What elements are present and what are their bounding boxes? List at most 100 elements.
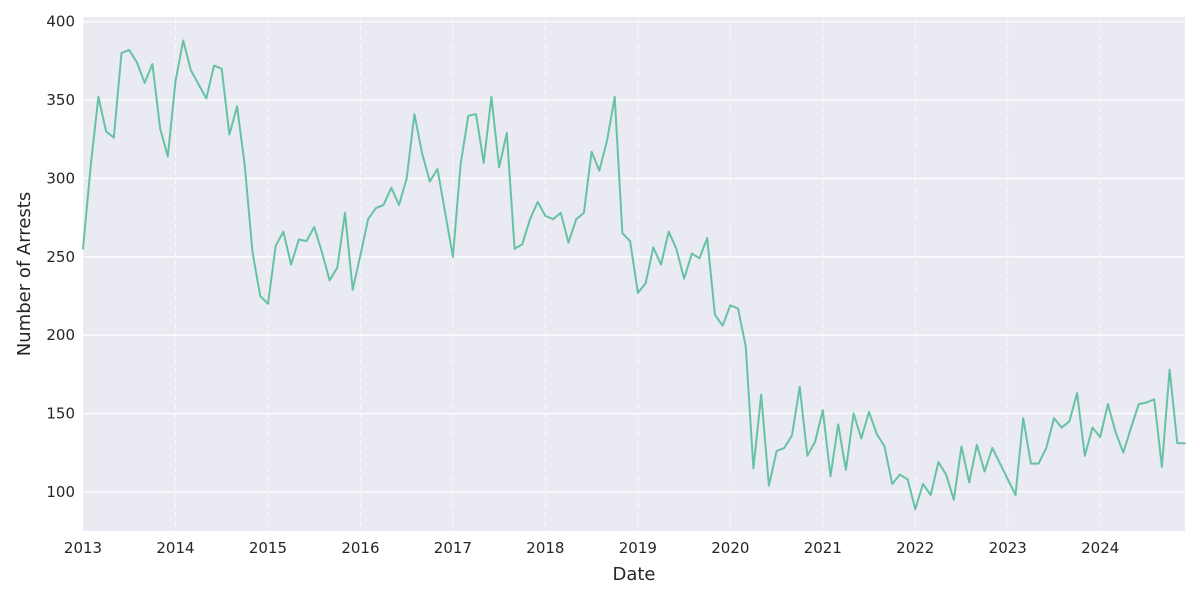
data-point [606,139,608,142]
data-point [845,469,847,471]
y-tick-label: 250 [46,248,75,266]
data-point [297,238,300,241]
data-point [136,61,138,64]
data-point [883,445,886,448]
data-point [1161,465,1163,468]
data-point [413,113,416,115]
data-point [613,96,616,98]
data-point [1168,368,1171,371]
data-point [906,478,909,481]
data-point [1084,454,1086,457]
data-point [760,393,762,396]
data-point [768,484,770,487]
x-tick-label: 2024 [1081,539,1119,557]
data-point [313,226,315,228]
data-point [452,255,454,258]
data-point [1091,426,1094,429]
data-point [837,423,840,426]
data-point [182,39,184,42]
data-point [559,212,562,214]
x-tick-label: 2018 [526,539,564,557]
data-point [829,475,832,477]
data-point [714,313,716,316]
data-point [105,130,107,133]
data-point [529,218,531,220]
data-point [336,266,339,269]
data-point [274,244,277,247]
data-point [1068,420,1071,423]
data-point [259,295,262,297]
data-point [675,248,678,250]
data-point [868,411,870,413]
data-point [991,447,994,449]
data-point [1114,431,1117,434]
data-point [860,437,863,440]
y-axis-ticks: 100 150 200 250 300 350 400 [46,13,75,501]
y-tick-label: 100 [46,483,75,501]
x-tick-label: 2015 [249,539,287,557]
data-point [775,450,778,452]
data-point [436,168,439,170]
data-point [89,165,92,167]
data-point [244,165,246,167]
data-point [798,386,801,388]
data-point [290,263,292,266]
data-point [128,49,131,51]
data-point [1076,392,1078,394]
x-tick-label: 2017 [434,539,472,557]
data-point [929,494,932,496]
data-point [390,187,393,189]
data-point [814,440,816,443]
data-point [637,292,639,294]
data-point [536,201,539,203]
data-point [1137,403,1140,405]
data-point [706,237,709,239]
data-point [197,83,200,86]
data-point [482,161,485,164]
x-tick-label: 2020 [711,539,749,557]
data-point [251,251,254,253]
data-point [1099,436,1102,438]
data-point [82,248,84,250]
data-point [143,82,146,84]
x-tick-label: 2013 [64,539,102,557]
data-point [375,207,377,209]
data-point [544,215,547,217]
y-tick-label: 200 [46,326,75,344]
y-tick-label: 400 [46,13,75,31]
data-point [459,163,462,166]
data-point [737,307,739,310]
data-point [421,152,423,155]
data-point [783,447,786,449]
data-point [683,277,685,280]
data-point [506,132,508,134]
data-point [583,212,585,214]
data-point [267,302,269,305]
data-point [1045,447,1048,449]
data-point [1053,417,1055,419]
y-tick-label: 350 [46,91,75,109]
data-point [1107,403,1109,405]
data-point [899,473,901,476]
data-point [382,204,385,206]
data-point [660,263,662,266]
data-point [721,324,724,327]
data-point [652,246,655,249]
grid [82,17,1185,531]
data-point [344,212,346,214]
data-point [513,248,516,250]
data-point [1060,426,1063,429]
data-point [190,69,192,72]
data-point [282,230,285,233]
data-point [1153,398,1155,401]
data-point [752,467,755,470]
data-point [621,232,624,235]
data-point [405,177,408,180]
data-point [113,136,115,139]
data-point [598,169,601,172]
data-point [575,218,578,220]
data-point [205,97,208,100]
data-point [875,433,878,435]
data-point [567,241,570,244]
